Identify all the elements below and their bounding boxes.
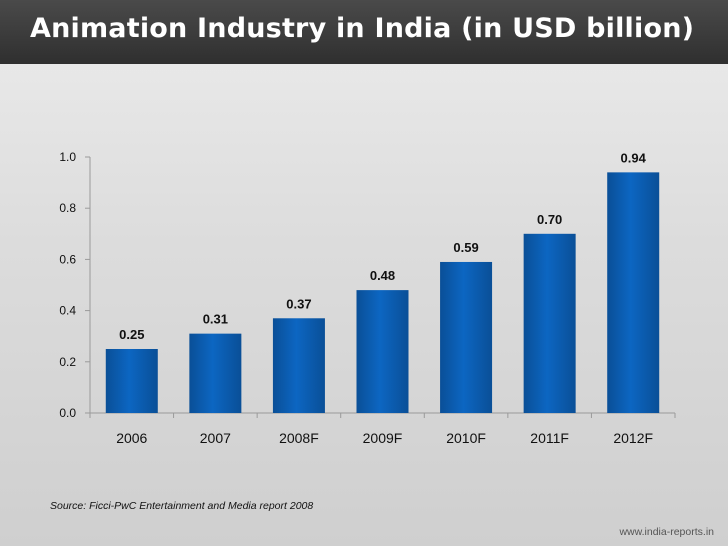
chart-title: Animation Industry in India (in USD bill… <box>30 13 695 44</box>
y-tick-label: 0.8 <box>59 201 76 215</box>
data-label: 0.48 <box>370 268 395 283</box>
bar-2006 <box>105 349 158 413</box>
source-note: Source: Ficci-PwC Entertainment and Medi… <box>50 500 314 512</box>
data-label: 0.94 <box>621 150 647 165</box>
y-tick-label: 1.0 <box>59 150 76 164</box>
x-tick-label: 2010F <box>446 430 486 446</box>
x-tick-label: 2007 <box>200 430 231 446</box>
bar-2012F <box>607 172 660 413</box>
x-tick-label: 2009F <box>363 430 403 446</box>
y-tick-label: 0.2 <box>59 355 76 369</box>
data-label: 0.25 <box>119 327 144 342</box>
bar-2007 <box>189 333 242 413</box>
data-label: 0.37 <box>286 296 311 311</box>
y-tick-label: 0.4 <box>59 304 76 318</box>
y-tick-label: 0.6 <box>59 252 76 266</box>
bar-2009F <box>356 290 409 413</box>
x-tick-label: 2006 <box>116 430 147 446</box>
bar-2008F <box>272 318 325 413</box>
website-footer: www.india-reports.in <box>619 526 714 538</box>
title-bar: Animation Industry in India (in USD bill… <box>0 0 728 64</box>
bar-2010F <box>440 261 493 413</box>
x-tick-label: 2012F <box>613 430 653 446</box>
y-tick-label: 0.0 <box>59 406 76 420</box>
data-label: 0.70 <box>537 212 562 227</box>
data-label: 0.31 <box>203 312 228 327</box>
bar-2011F <box>523 233 576 413</box>
x-tick-label: 2008F <box>279 430 319 446</box>
data-label: 0.59 <box>453 240 478 255</box>
x-tick-label: 2011F <box>530 430 569 446</box>
